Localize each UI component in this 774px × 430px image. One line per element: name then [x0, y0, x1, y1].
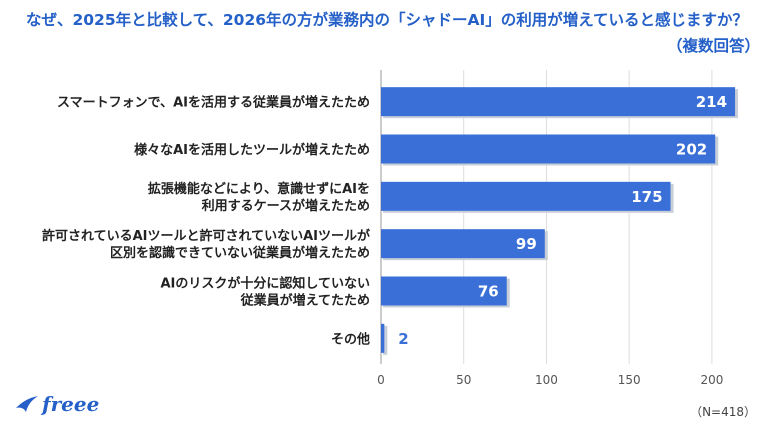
chart-title: なぜ、2025年と比較して、2026年の方が業務内の「シャドーAI」の利用が増え… [25, 11, 749, 29]
category-label: 区別を認識できていない従業員が増えたため [110, 245, 370, 261]
bar [381, 134, 716, 164]
data-label: 175 [631, 188, 662, 206]
category-label: 拡張機能などにより、意識せずにAIを [148, 181, 370, 197]
bird-icon [16, 396, 38, 412]
category-label: 様々なAIを活用したツールが増えたため [134, 142, 370, 158]
x-tick-label: 200 [700, 373, 723, 387]
logo-text: freee [42, 392, 100, 416]
freee-logo: freee [14, 392, 99, 416]
category-label: 利用するケースが増えたため [202, 198, 370, 214]
bar [381, 87, 736, 117]
bar [381, 181, 671, 211]
category-label: スマートフォンで、AIを活用する従業員が増えたため [57, 95, 370, 111]
data-label: 99 [516, 235, 537, 253]
sample-size-note: （N=418） [690, 405, 756, 419]
bar-shadow [383, 325, 388, 355]
bar [381, 276, 507, 306]
x-tick-label: 150 [618, 373, 641, 387]
category-label: 従業員が増えてたため [240, 293, 370, 309]
bar [381, 229, 545, 259]
category-label: AIのリスクが十分に認知していない [160, 276, 370, 292]
x-tick-label: 50 [456, 373, 471, 387]
data-label: 214 [696, 93, 727, 111]
bar [381, 323, 385, 353]
category-label: その他 [331, 331, 370, 347]
data-label: 76 [478, 283, 499, 301]
data-label: 202 [676, 141, 707, 159]
chart-subtitle: （複数回答） [666, 37, 760, 55]
x-tick-label: 0 [377, 373, 385, 387]
data-label: 2 [398, 330, 408, 348]
x-tick-label: 100 [535, 373, 558, 387]
category-label: 許可されているAIツールと許可されていないAIツールが [42, 228, 370, 244]
